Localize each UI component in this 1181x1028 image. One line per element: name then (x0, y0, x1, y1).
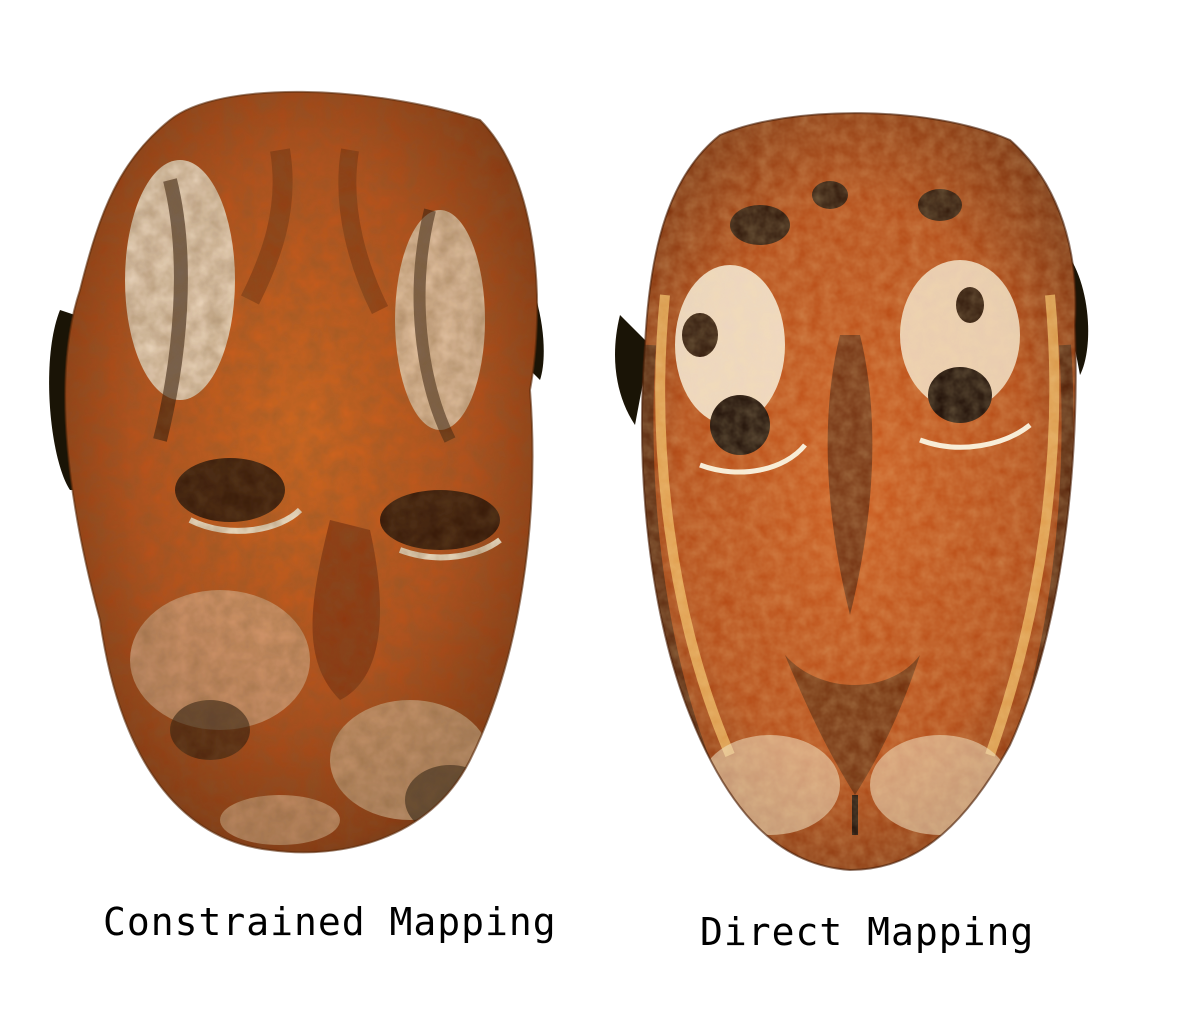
tiger-face-constrained (49, 90, 544, 854)
caption-direct-mapping: Direct Mapping (700, 910, 1035, 954)
tiger-face-direct (615, 112, 1089, 872)
direct-mapping-image (610, 95, 1100, 880)
constrained-mapping-image (40, 60, 560, 880)
caption-constrained-mapping: Constrained Mapping (103, 900, 557, 944)
